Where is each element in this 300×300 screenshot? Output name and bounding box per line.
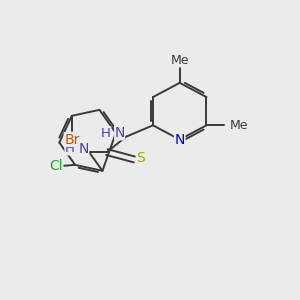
Text: Br: Br xyxy=(64,133,80,147)
Text: Cl: Cl xyxy=(49,159,63,173)
Text: N: N xyxy=(79,142,89,155)
Text: Me: Me xyxy=(230,119,249,132)
Text: H: H xyxy=(65,142,75,155)
Text: N: N xyxy=(175,133,185,147)
Text: N: N xyxy=(115,126,125,140)
Text: Me: Me xyxy=(170,54,189,67)
Text: S: S xyxy=(136,151,145,165)
Text: H: H xyxy=(101,127,111,140)
